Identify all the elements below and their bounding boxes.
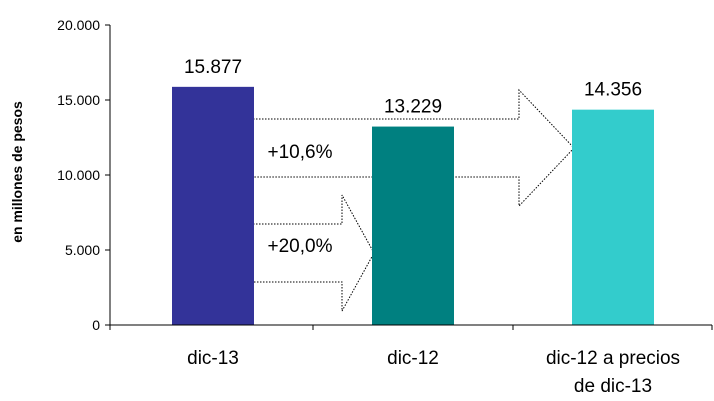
data-label-2: 14.356: [584, 80, 642, 101]
y-axis-label: en millones de pesos: [9, 101, 25, 243]
data-label-1: 13.229: [384, 97, 442, 118]
y-tick-label-0: 0: [92, 317, 100, 333]
arrow-annotation-1: [237, 194, 375, 312]
bar-1: [372, 126, 454, 325]
annotation-label-0: +10,6%: [268, 142, 333, 163]
bar-2: [572, 109, 654, 325]
y-tick-label-2: 10.000: [57, 167, 100, 183]
x-tick-label-1: dic-12: [387, 348, 439, 369]
y-tick-label-4: 20.000: [57, 17, 100, 33]
x-tick-label-0: dic-13: [187, 348, 239, 369]
bar-0: [172, 86, 254, 325]
y-tick-label-1: 5.000: [65, 242, 100, 258]
data-label-0: 15.877: [184, 57, 242, 78]
y-tick-label-3: 15.000: [57, 92, 100, 108]
annotation-label-1: +20,0%: [268, 236, 333, 257]
x-tick-label-2: dic-12 a precios de dic-13: [546, 348, 680, 397]
